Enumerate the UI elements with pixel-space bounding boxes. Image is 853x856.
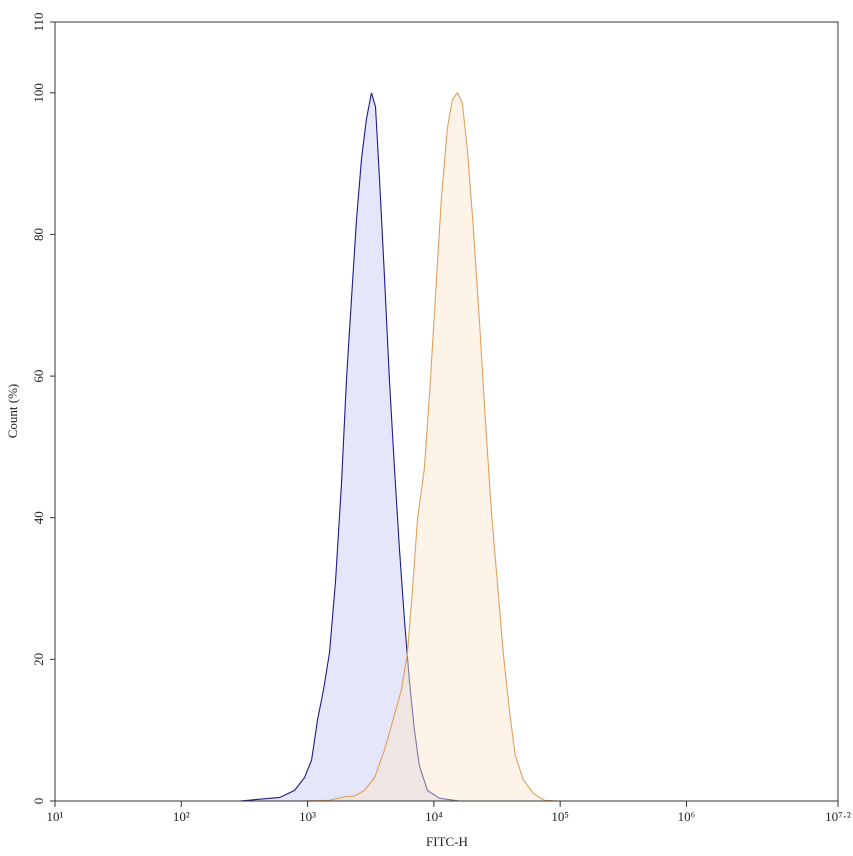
x-axis-label: FITC-H	[426, 834, 468, 849]
x-tick-label: 10²	[173, 809, 190, 824]
y-tick-label: 100	[31, 83, 46, 103]
x-tick-label: 10⁵	[551, 809, 569, 824]
plot-frame	[54, 21, 839, 802]
x-tick-label: 10⁶	[678, 809, 696, 824]
histogram-line	[299, 91, 560, 802]
y-tick-label: 40	[31, 511, 46, 524]
y-tick-label: 110	[31, 12, 46, 31]
histogram-line	[239, 92, 460, 802]
y-tick-label: 60	[31, 370, 46, 383]
histogram-area	[299, 92, 560, 801]
x-tick-label: 10³	[299, 809, 316, 824]
x-tick-label: 10¹	[47, 809, 64, 824]
y-tick-label: 20	[31, 653, 46, 666]
y-tick-label: 80	[31, 228, 46, 241]
y-tick-label: 0	[31, 798, 46, 805]
x-tick-label: 10⁴	[425, 809, 443, 824]
y-axis-label: Count (%)	[5, 384, 20, 439]
x-tick-label: 10⁷·²	[825, 809, 851, 824]
